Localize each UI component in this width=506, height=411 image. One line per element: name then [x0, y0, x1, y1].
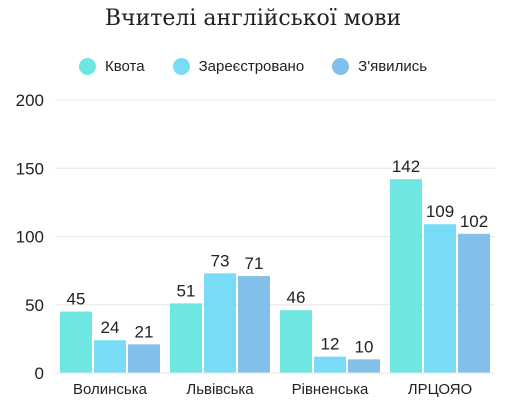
- legend-label-kvota: Квота: [104, 58, 145, 75]
- legend-swatch-kvota: [78, 58, 96, 75]
- data-label-zareiestrovano-1: 24: [101, 318, 120, 337]
- legend-item-zareiestrovano[interactable]: Зареєстровано: [172, 58, 305, 75]
- bar-kvota-1: [60, 311, 92, 373]
- bar-zareiestrovano-2: [204, 273, 236, 373]
- y-tick-label: 100: [16, 228, 44, 247]
- data-label-kvota-1: 45: [67, 290, 86, 309]
- data-label-zyavylys-1: 21: [135, 322, 154, 341]
- data-label-kvota-3: 46: [287, 288, 306, 307]
- bar-zyavylys-3: [348, 359, 380, 373]
- legend-swatch-zareiestrovano: [172, 58, 190, 75]
- legend-swatch-zyavylys: [332, 58, 350, 75]
- y-tick-label: 0: [35, 364, 44, 383]
- y-tick-label: 200: [16, 91, 44, 110]
- x-tick-label-3: Рівненська: [292, 381, 369, 398]
- x-tick-label-1: Волинська: [73, 381, 148, 398]
- legend-item-zyavylys[interactable]: З'явились: [332, 58, 427, 75]
- data-label-zyavylys-2: 71: [245, 254, 264, 273]
- data-label-zyavylys-3: 10: [355, 337, 374, 356]
- bar-zareiestrovano-1: [94, 340, 126, 373]
- data-label-kvota-4: 142: [392, 157, 420, 176]
- y-tick-label: 150: [16, 159, 44, 178]
- chart-title: Вчителі англійської мови: [104, 6, 402, 31]
- bar-zyavylys-1: [128, 344, 160, 373]
- chart-legend: Квота Зареєстровано З'явились: [0, 58, 506, 75]
- legend-label-zyavylys: З'явились: [358, 58, 428, 75]
- bar-zyavylys-4: [458, 233, 490, 373]
- bar-kvota-4: [390, 179, 422, 373]
- legend-item-kvota[interactable]: Квота: [78, 58, 145, 75]
- bar-kvota-3: [280, 310, 312, 373]
- bar-zareiestrovano-4: [424, 224, 456, 373]
- data-label-zareiestrovano-2: 73: [211, 251, 230, 270]
- data-label-zareiestrovano-4: 109: [426, 202, 454, 221]
- bar-kvota-2: [170, 303, 202, 373]
- bar-zyavylys-2: [238, 276, 270, 373]
- data-label-zareiestrovano-3: 12: [321, 335, 340, 354]
- legend-label-zareiestrovano: Зареєстровано: [198, 58, 305, 75]
- x-tick-label-4: ЛРЦОЯО: [408, 381, 472, 398]
- data-label-kvota-2: 51: [177, 281, 196, 300]
- data-label-zyavylys-4: 102: [460, 212, 488, 231]
- x-tick-label-2: Львівська: [186, 381, 254, 398]
- bar-zareiestrovano-3: [314, 356, 346, 373]
- y-tick-label: 50: [25, 296, 44, 315]
